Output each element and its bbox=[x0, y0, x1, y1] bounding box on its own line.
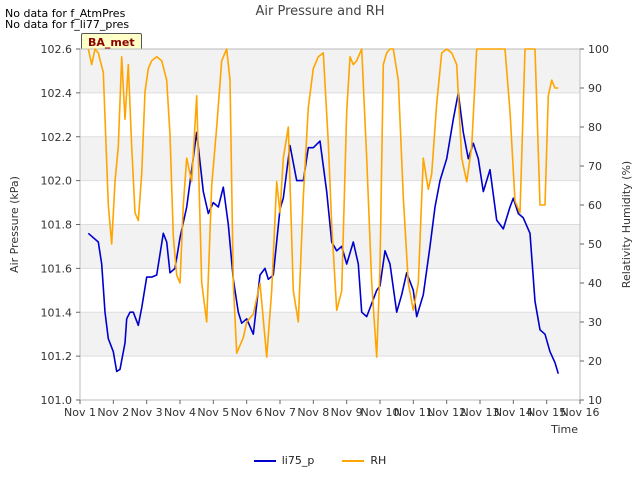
y-tick-label: 102.2 bbox=[41, 131, 73, 144]
x-tick-label: Nov 7 bbox=[264, 406, 296, 419]
x-tick-label: Nov 15 bbox=[527, 406, 566, 419]
x-tick-label: Nov 5 bbox=[197, 406, 229, 419]
y2-tick-label: 100 bbox=[588, 43, 609, 56]
y-tick-label: 101.2 bbox=[41, 350, 73, 363]
y2-tick-label: 90 bbox=[588, 82, 602, 95]
x-tick-label: Nov 4 bbox=[164, 406, 196, 419]
x-tick-label: Nov 6 bbox=[231, 406, 263, 419]
x-tick-label: Nov 10 bbox=[361, 406, 400, 419]
y2-tick-label: 60 bbox=[588, 199, 602, 212]
x-tick-label: Nov 2 bbox=[97, 406, 129, 419]
legend-item-li75-p: li75_p bbox=[253, 454, 315, 467]
y2-tick-label: 50 bbox=[588, 238, 602, 251]
series-line-rh bbox=[87, 48, 559, 358]
legend-label-rh: RH bbox=[370, 454, 387, 467]
x-tick-label: Nov 3 bbox=[131, 406, 163, 419]
chart-title: Air Pressure and RH bbox=[255, 4, 385, 19]
y2-tick-label: 40 bbox=[588, 277, 602, 290]
x-tick-label: Nov 16 bbox=[561, 406, 600, 419]
y2-tick-label: 80 bbox=[588, 121, 602, 134]
y2-tick-label: 30 bbox=[588, 316, 602, 329]
y-tick-label: 102.4 bbox=[41, 87, 73, 100]
y2-tick-label: 20 bbox=[588, 355, 602, 368]
x-tick-label: Nov 1 bbox=[64, 406, 96, 419]
y-tick-label: 101.4 bbox=[41, 306, 73, 319]
legend-label-li75-p: li75_p bbox=[281, 454, 315, 467]
grid-band bbox=[80, 49, 580, 93]
grid-band bbox=[80, 312, 580, 357]
x-tick-label: Nov 14 bbox=[494, 406, 533, 419]
y-axis-label: Air Pressure (kPa) bbox=[8, 176, 21, 273]
x-tick-label: Nov 8 bbox=[297, 406, 329, 419]
legend-swatch-rh bbox=[342, 459, 365, 462]
no-data-notice-li77-pres: No data for f_li77_pres bbox=[5, 18, 130, 31]
x-tick-label: Nov 13 bbox=[461, 406, 500, 419]
y-tick-label: 101.8 bbox=[41, 219, 73, 232]
series-line-li75-p bbox=[87, 92, 560, 374]
x-tick-label: Nov 9 bbox=[331, 406, 363, 419]
x-axis-label: Time bbox=[550, 423, 578, 436]
y2-tick-label: 70 bbox=[588, 160, 602, 173]
x-tick-label: Nov 12 bbox=[427, 406, 466, 419]
y-tick-label: 101.0 bbox=[41, 394, 73, 407]
legend-item-rh: RH bbox=[342, 454, 386, 467]
y-tick-label: 102.0 bbox=[41, 175, 73, 188]
y2-axis-label: Relativity Humidity (%) bbox=[620, 161, 633, 288]
x-tick-label: Nov 11 bbox=[394, 406, 433, 419]
y-tick-label: 102.6 bbox=[41, 43, 73, 56]
chart-legend: li75_p RH bbox=[0, 454, 640, 467]
y-tick-label: 101.6 bbox=[41, 262, 73, 275]
no-data-notice-atmpres: No data for f_AtmPres bbox=[5, 7, 126, 20]
legend-swatch-li75-p bbox=[253, 459, 276, 462]
y2-tick-label: 10 bbox=[588, 394, 602, 407]
